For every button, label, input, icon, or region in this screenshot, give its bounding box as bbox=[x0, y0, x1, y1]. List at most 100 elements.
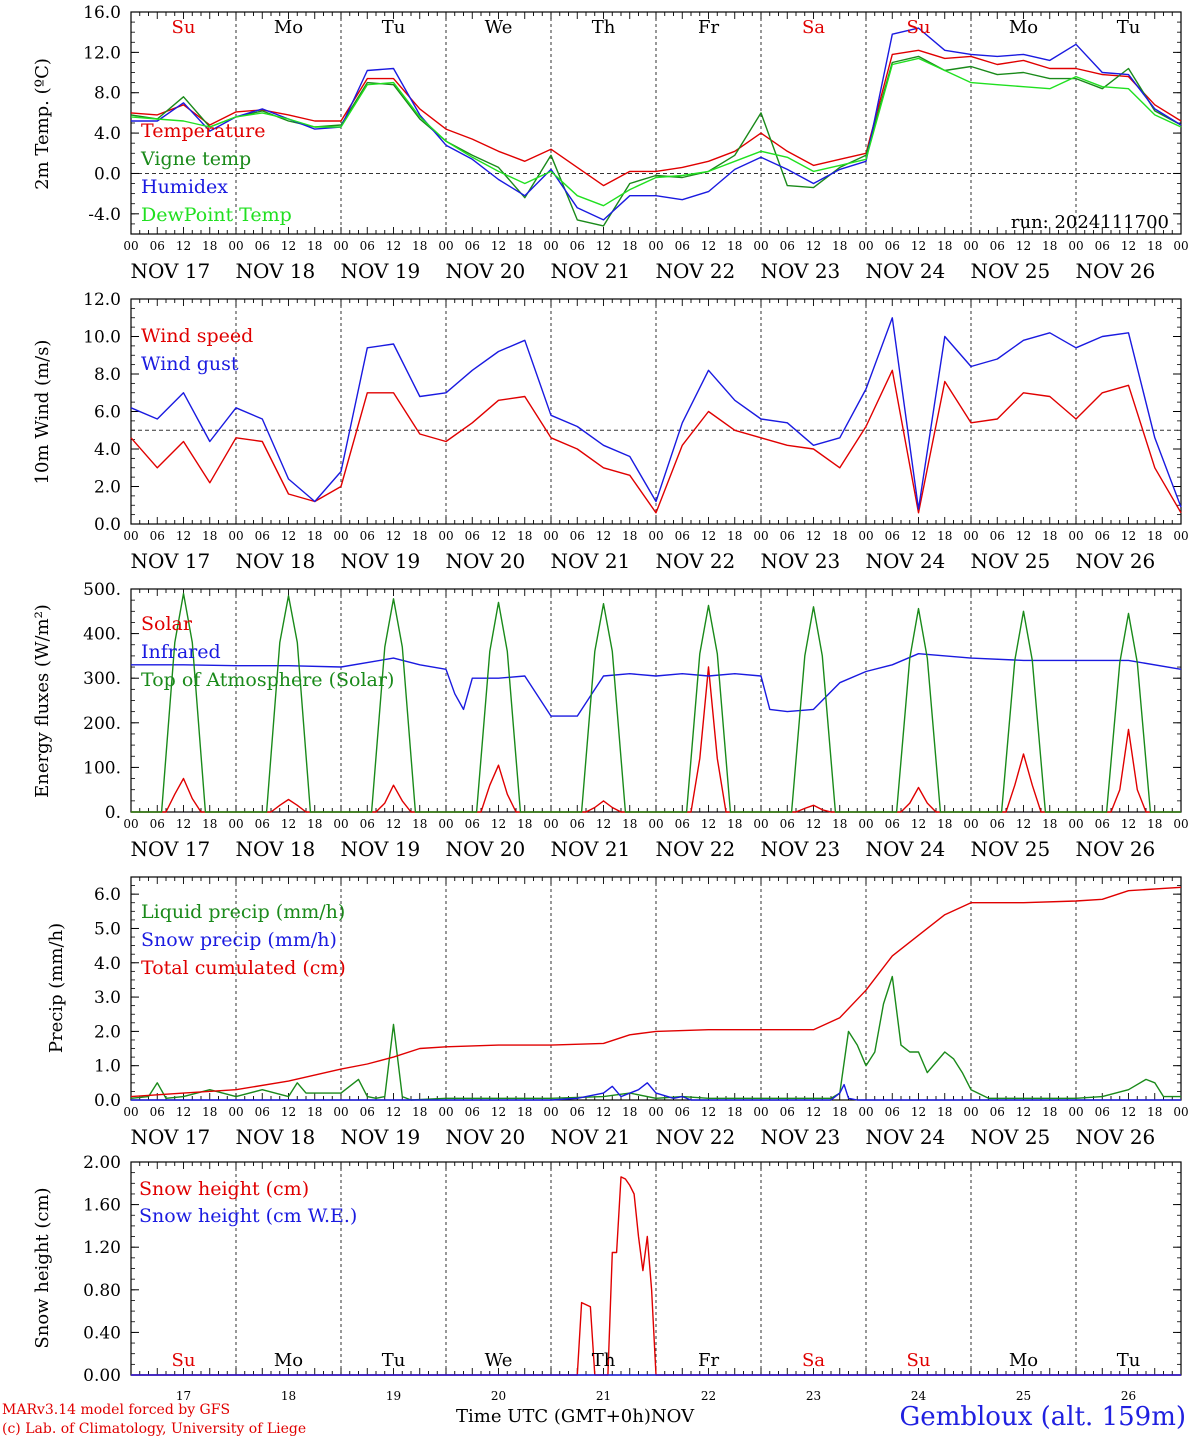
hour-tick-label: 00 bbox=[648, 817, 663, 831]
hour-tick-label: 00 bbox=[648, 529, 663, 543]
y-tick-label: 0.0 bbox=[94, 1091, 121, 1111]
hour-tick-label: 18 bbox=[727, 817, 742, 831]
hour-tick-label: 12 bbox=[1016, 817, 1031, 831]
y-tick-label: 1.0 bbox=[94, 1057, 121, 1077]
hour-tick-label: 06 bbox=[150, 529, 165, 543]
date-label: NOV 18 bbox=[235, 259, 315, 283]
hour-tick-label: 18 bbox=[1042, 817, 1057, 831]
hour-tick-label: 12 bbox=[176, 1105, 191, 1119]
series-line bbox=[131, 27, 1182, 221]
hour-tick-label: 12 bbox=[596, 817, 611, 831]
date-label: NOV 19 bbox=[340, 837, 420, 861]
hour-tick-label: 12 bbox=[701, 817, 716, 831]
weekday-label: Tu bbox=[1117, 1350, 1141, 1371]
hour-tick-label: 00 bbox=[1068, 1105, 1083, 1119]
y-tick-label: 400. bbox=[83, 625, 121, 645]
hour-tick-label: 18 bbox=[1147, 529, 1162, 543]
hour-tick-label: 12 bbox=[701, 239, 716, 253]
hour-tick-label: 18 bbox=[937, 239, 952, 253]
hour-tick-label: 00 bbox=[123, 1105, 138, 1119]
weekday-label: Sa bbox=[802, 17, 825, 38]
series-line bbox=[130, 369, 1182, 514]
legend-entry: Infrared bbox=[141, 641, 221, 663]
hour-tick-label: 06 bbox=[990, 817, 1005, 831]
day-number-label: 20 bbox=[491, 1389, 506, 1403]
hour-tick-label: 06 bbox=[255, 529, 270, 543]
hour-tick-label: 06 bbox=[1095, 1105, 1110, 1119]
hour-tick-label: 06 bbox=[1095, 817, 1110, 831]
legend-entry: Wind speed bbox=[141, 325, 253, 347]
date-label: NOV 17 bbox=[130, 259, 210, 283]
hour-tick-label: 00 bbox=[438, 1105, 453, 1119]
hour-tick-label: 00 bbox=[438, 529, 453, 543]
date-label: NOV 18 bbox=[235, 1125, 315, 1149]
hour-tick-label: 12 bbox=[806, 817, 821, 831]
hour-tick-label: 00 bbox=[543, 529, 558, 543]
y-tick-label: 100. bbox=[83, 758, 121, 778]
series-line bbox=[131, 1082, 1181, 1101]
hour-tick-label: 00 bbox=[1173, 1105, 1188, 1119]
y-tick-label: 200. bbox=[83, 714, 121, 734]
hour-tick-label: 18 bbox=[622, 817, 637, 831]
hour-tick-label: 18 bbox=[202, 239, 217, 253]
legend-entry: Humidex bbox=[141, 176, 228, 198]
panel-wind: 0.0 2.0 4.0 6.0 8.0 10.0 12.0 10m Wind (m/s) Win… bbox=[32, 290, 1189, 573]
hour-tick-label: 00 bbox=[858, 239, 873, 253]
hour-tick-label: 12 bbox=[176, 529, 191, 543]
hour-tick-label: 18 bbox=[412, 529, 427, 543]
series-line bbox=[130, 49, 1182, 187]
hour-tick-label: 06 bbox=[1095, 239, 1110, 253]
series-line bbox=[130, 317, 1182, 510]
y-tick-label: 2.00 bbox=[83, 1153, 121, 1173]
hour-tick-label: 18 bbox=[622, 239, 637, 253]
hour-tick-label: 12 bbox=[596, 529, 611, 543]
hour-tick-label: 06 bbox=[885, 239, 900, 253]
hour-tick-label: 18 bbox=[937, 529, 952, 543]
date-label: NOV 24 bbox=[865, 1125, 945, 1149]
hour-tick-label: 18 bbox=[202, 817, 217, 831]
legend-entry: Wind gust bbox=[141, 353, 239, 375]
hour-tick-label: 12 bbox=[1121, 1105, 1136, 1119]
hour-tick-label: 06 bbox=[255, 239, 270, 253]
hour-tick-label: 06 bbox=[675, 1105, 690, 1119]
hour-tick-label: 18 bbox=[622, 529, 637, 543]
hour-tick-label: 00 bbox=[753, 239, 768, 253]
weekday-label: Su bbox=[907, 1350, 931, 1371]
hour-tick-label: 18 bbox=[307, 1105, 322, 1119]
hour-tick-label: 00 bbox=[963, 817, 978, 831]
hour-tick-label: 06 bbox=[255, 817, 270, 831]
hour-tick-label: 06 bbox=[465, 1105, 480, 1119]
date-label: NOV 23 bbox=[760, 549, 840, 573]
weekday-label: Mo bbox=[1009, 1350, 1038, 1371]
hour-tick-label: 12 bbox=[491, 239, 506, 253]
y-tick-label: 12.0 bbox=[83, 43, 121, 63]
weekday-label: Mo bbox=[274, 17, 303, 38]
hour-tick-label: 18 bbox=[937, 817, 952, 831]
hour-tick-label: 00 bbox=[333, 529, 348, 543]
hour-tick-label: 00 bbox=[858, 1105, 873, 1119]
hour-tick-label: 00 bbox=[648, 1105, 663, 1119]
weekday-label: Tu bbox=[382, 1350, 406, 1371]
hour-tick-label: 00 bbox=[228, 817, 243, 831]
time-axis-month: NOV bbox=[650, 1406, 695, 1427]
hour-tick-label: 00 bbox=[438, 817, 453, 831]
hour-tick-label: 06 bbox=[570, 817, 585, 831]
y-tick-label: 12.0 bbox=[83, 290, 121, 310]
hour-tick-label: 00 bbox=[1068, 239, 1083, 253]
hour-tick-label: 00 bbox=[858, 529, 873, 543]
series-line bbox=[130, 57, 1182, 207]
hour-tick-label: 12 bbox=[806, 1105, 821, 1119]
hour-tick-label: 06 bbox=[360, 529, 375, 543]
legend-entry: Vigne temp bbox=[140, 148, 251, 170]
date-label: NOV 26 bbox=[1075, 837, 1155, 861]
y-tick-label: 6.0 bbox=[94, 885, 121, 905]
weekday-label: We bbox=[485, 1350, 513, 1371]
hour-tick-label: 06 bbox=[570, 529, 585, 543]
date-label: NOV 23 bbox=[760, 259, 840, 283]
hour-tick-label: 18 bbox=[412, 817, 427, 831]
hour-tick-label: 18 bbox=[202, 529, 217, 543]
hour-tick-label: 12 bbox=[176, 817, 191, 831]
hour-tick-label: 18 bbox=[1147, 239, 1162, 253]
hour-tick-label: 06 bbox=[570, 239, 585, 253]
hour-tick-label: 12 bbox=[701, 1105, 716, 1119]
